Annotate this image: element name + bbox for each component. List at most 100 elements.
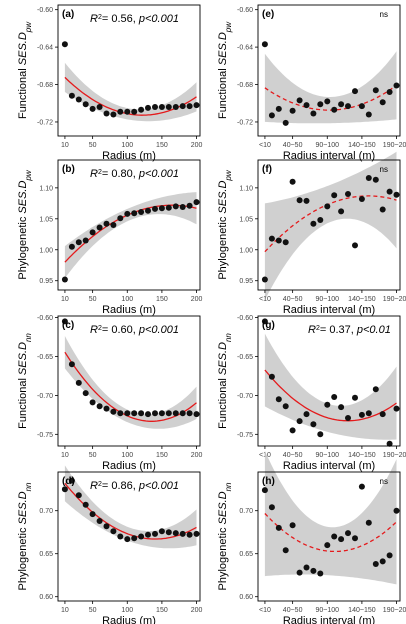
y-tick-label: -0.75	[37, 432, 53, 439]
data-point	[268, 112, 275, 119]
y-tick-label: -0.65	[37, 354, 53, 361]
data-point	[96, 518, 103, 524]
y-tick-label: -0.60	[37, 315, 53, 322]
x-tick-label: 40~50	[283, 296, 303, 303]
data-point	[282, 403, 289, 410]
data-point	[282, 547, 289, 554]
x-axis-label: Radius interval (m)	[283, 304, 375, 316]
x-tick-label: 10	[61, 607, 69, 614]
data-point	[165, 529, 172, 536]
data-point	[75, 379, 82, 386]
y-axis-label-main: Phylogenetic	[217, 214, 229, 280]
plot-frame	[257, 159, 401, 291]
plot-frame	[257, 315, 401, 447]
y-axis-label-main: Functional	[17, 65, 29, 119]
data-point	[338, 404, 345, 411]
data-point	[393, 82, 400, 89]
data-point	[268, 504, 275, 511]
y-tick-label: -0.64	[237, 45, 253, 52]
data-point	[138, 410, 145, 417]
data-point	[345, 191, 351, 197]
confidence-band	[64, 62, 197, 122]
data-point	[68, 243, 75, 250]
data-point	[68, 92, 75, 99]
data-point	[261, 318, 268, 325]
data-point	[331, 192, 338, 199]
stats-p-value: p<0.001	[138, 13, 179, 25]
confidence-band	[64, 192, 197, 279]
data-point	[303, 197, 310, 204]
data-point	[152, 410, 158, 417]
panel-grid: 10 50 100 150 200 -0.72 -0.68 -0.64 -0.60 Radius …	[17, 4, 406, 624]
data-point	[338, 208, 345, 215]
y-axis-label-metric: SES.D	[217, 342, 229, 375]
data-point	[96, 104, 103, 110]
data-point	[324, 401, 331, 408]
panel-b: 10 50 100 150 200 0.95 1.00 1.05 1.10 Radius (m) P…	[17, 159, 202, 316]
y-axis-label-main: Phylogenetic	[17, 214, 29, 280]
data-point	[372, 561, 379, 567]
data-point	[124, 108, 131, 115]
data-point	[179, 410, 186, 417]
x-tick-label: 190~200	[383, 142, 406, 149]
data-point	[345, 530, 351, 537]
y-tick-label: 1.00	[39, 247, 53, 254]
data-point	[152, 205, 158, 212]
x-tick-label: 140~150	[348, 452, 376, 459]
data-point	[365, 111, 372, 118]
x-tick-label: 150	[156, 607, 168, 614]
data-point	[393, 405, 400, 412]
y-tick-label: 1.10	[239, 185, 253, 192]
x-axis-label: Radius (m)	[102, 304, 156, 316]
y-axis-label-subscript: nn	[224, 333, 233, 342]
panel-a: 10 50 100 150 200 -0.72 -0.68 -0.64 -0.60 Radius …	[17, 4, 203, 162]
x-tick-label: 90~100	[315, 296, 339, 303]
data-point	[365, 175, 372, 181]
y-axis-label-subscript: pw	[24, 21, 33, 33]
data-point	[310, 421, 317, 428]
stats-annotation: R2= 0.37, p<0.01	[308, 324, 391, 336]
stats-annotation: R2= 0.86, p<0.001	[90, 480, 179, 492]
y-axis-label-subscript: nn	[24, 333, 33, 342]
stats-r2-value: = 0.80,	[102, 168, 139, 180]
x-axis-label: Radius interval (m)	[283, 615, 375, 624]
data-point	[358, 483, 365, 490]
data-point	[172, 203, 179, 210]
data-point	[345, 103, 351, 110]
data-point	[324, 542, 331, 549]
data-point	[282, 119, 289, 126]
x-tick-label: 200	[191, 607, 203, 614]
panel-label: (b)	[62, 164, 75, 175]
data-point	[372, 386, 379, 393]
data-point	[165, 104, 172, 110]
y-axis-label-subscript: pw	[224, 21, 233, 33]
stats-r2-symbol: R	[90, 13, 98, 25]
y-tick-label: 1.05	[39, 216, 53, 223]
y-axis-label-metric: SES.D	[17, 342, 29, 375]
data-point	[296, 569, 303, 576]
x-tick-label: 90~100	[315, 607, 339, 614]
data-point	[152, 530, 158, 537]
data-point	[82, 237, 89, 244]
x-tick-label: 40~50	[283, 142, 303, 149]
y-tick-label: -0.68	[237, 82, 253, 89]
y-axis-label: Functional SES.Dnn	[17, 333, 33, 429]
panel-label: (d)	[62, 476, 75, 487]
panel-label: (c)	[62, 320, 74, 331]
y-axis-label-metric: SES.D	[217, 32, 229, 65]
stats-r2-value: = 0.60,	[102, 324, 139, 336]
stats-r2-symbol: R	[90, 480, 98, 492]
data-point	[124, 210, 131, 217]
data-point	[75, 96, 82, 103]
panel-d: 10 50 100 150 200 0.60 0.65 0.70 Radius (m) Phylo…	[17, 465, 202, 624]
data-point	[331, 106, 338, 113]
data-point	[338, 536, 345, 543]
stats-p-value: p<0.001	[138, 168, 179, 180]
y-axis-label: Phylogenetic SES.Dpw	[217, 169, 233, 280]
data-point	[179, 204, 186, 210]
y-axis-label-main: Functional	[217, 65, 229, 119]
x-tick-label: 200	[191, 142, 203, 149]
panel-e: <10 40~50 90~100 140~150 190~200 -0.72 -0.68 -0…	[217, 4, 406, 162]
data-point	[131, 210, 138, 217]
data-point	[338, 101, 345, 108]
